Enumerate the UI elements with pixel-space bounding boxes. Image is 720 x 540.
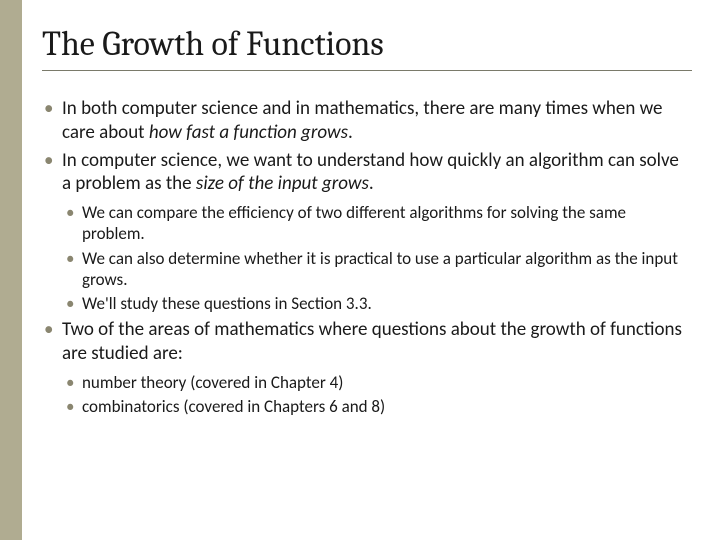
- bullet-text-pre: Two of the areas of mathematics where qu…: [62, 318, 682, 365]
- bullet-item: In computer science, we want to understa…: [42, 149, 692, 315]
- sub-bullet-text: number theory (covered in Chapter 4): [82, 372, 343, 393]
- sub-bullet-text: combinatorics (covered in Chapters 6 and…: [82, 396, 385, 417]
- sub-bullet-text: We can compare the efficiency of two dif…: [82, 202, 626, 244]
- bullet-item: In both computer science and in mathemat…: [42, 97, 692, 145]
- slide-title: The Growth of Functions: [42, 24, 692, 71]
- bullet-text-post: .: [348, 121, 353, 144]
- sub-bullet-list: We can compare the efficiency of two dif…: [62, 202, 692, 314]
- slide-content: The Growth of Functions In both computer…: [22, 0, 720, 540]
- sub-bullet-text: We'll study these questions in Section 3…: [82, 293, 372, 314]
- sub-bullet-item: We can also determine whether it is prac…: [62, 248, 692, 291]
- sub-bullet-item: combinatorics (covered in Chapters 6 and…: [62, 396, 692, 417]
- sub-bullet-item: number theory (covered in Chapter 4): [62, 372, 692, 393]
- sub-bullet-text: We can also determine whether it is prac…: [82, 248, 678, 290]
- decorative-sidebar: [0, 0, 22, 540]
- bullet-text-post: .: [369, 172, 374, 195]
- sub-bullet-item: We'll study these questions in Section 3…: [62, 293, 692, 314]
- bullet-text-italic: size of the input grows: [196, 172, 369, 195]
- bullet-list: In both computer science and in mathemat…: [42, 97, 692, 417]
- sub-bullet-item: We can compare the efficiency of two dif…: [62, 202, 692, 245]
- bullet-text-italic: how fast a function grows: [149, 121, 348, 144]
- sub-bullet-list: number theory (covered in Chapter 4) com…: [62, 372, 692, 418]
- bullet-item: Two of the areas of mathematics where qu…: [42, 318, 692, 417]
